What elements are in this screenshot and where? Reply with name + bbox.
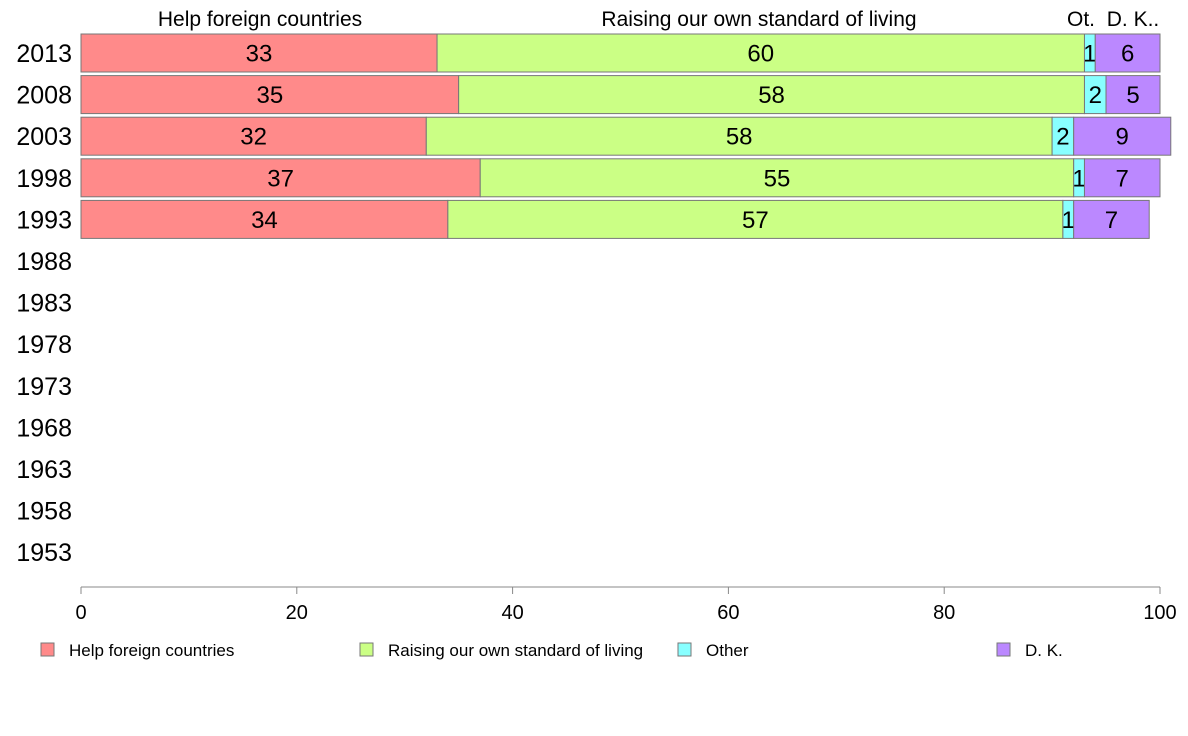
year-label-1983: 1983 — [16, 290, 72, 318]
legend-swatch-other — [677, 642, 692, 657]
bar-value-label: 58 — [726, 124, 753, 151]
bars-area: 33 60 1 635 58 2 532 58 2 937 55 1 734 57 1 7 — [80, 33, 1172, 239]
year-label-2008: 2008 — [16, 82, 72, 110]
bar-1998-help-foreign-countries — [80, 158, 481, 198]
header-dk: D. K.. — [1107, 8, 1160, 31]
year-label-1963: 1963 — [16, 456, 72, 484]
bar-value-label: 7 — [1116, 165, 1129, 192]
year-label-1973: 1973 — [16, 373, 72, 401]
year-label-1993: 1993 — [16, 206, 72, 234]
bar-value-label: 57 — [742, 207, 769, 234]
bar-value-label: 5 — [1126, 82, 1139, 109]
x-axis: 0 20 40 60 80 100 — [75, 586, 1177, 624]
bar-2003-d-k — [1073, 116, 1172, 156]
bar-2003-raising-our-own-standard-of-living — [425, 116, 1053, 156]
bar-value-label: 6 — [1121, 41, 1134, 68]
year-label-1978: 1978 — [16, 331, 72, 359]
bar-value-label: 34 — [251, 207, 278, 234]
bar-2013-help-foreign-countries — [80, 33, 438, 73]
bar-value-label: 35 — [256, 82, 283, 109]
legend-label-raising-our-own-standard-of-living: Raising our own standard of living — [388, 641, 643, 660]
legend-swatch-raising-our-own-standard-of-living — [359, 642, 374, 657]
bar-1998-raising-our-own-standard-of-living — [479, 158, 1075, 198]
legend-label-help-foreign-countries: Help foreign countries — [69, 641, 234, 660]
bar-value-label: 2 — [1056, 124, 1069, 151]
bar-value-label: 33 — [246, 41, 273, 68]
year-label-2003: 2003 — [16, 123, 72, 151]
year-label-1953: 1953 — [16, 539, 72, 567]
bar-value-label: 60 — [747, 41, 774, 68]
bar-2013-d-k — [1094, 33, 1161, 73]
header-other: Ot. — [1067, 8, 1095, 31]
bar-1993-raising-our-own-standard-of-living — [447, 199, 1064, 239]
bar-value-label: 58 — [758, 82, 785, 109]
x-tick-label: 60 — [717, 602, 739, 624]
legend: Help foreign countries Raising our own st… — [40, 641, 1063, 660]
bar-value-label: 1 — [1072, 165, 1085, 192]
year-labels: 2013 2008 2003 1998 1993 1988 1983 1978 1973 1968… — [16, 40, 72, 567]
bar-value-label: 1 — [1083, 41, 1096, 68]
header-help-foreign: Help foreign countries — [158, 8, 362, 31]
year-label-2013: 2013 — [16, 40, 72, 68]
bar-1993-d-k — [1073, 199, 1150, 239]
year-label-1998: 1998 — [16, 165, 72, 193]
bar-2008-raising-our-own-standard-of-living — [458, 75, 1085, 115]
bar-value-label: 2 — [1089, 82, 1102, 109]
x-tick-label: 80 — [933, 602, 955, 624]
x-tick-label: 0 — [75, 602, 86, 624]
bar-value-label: 32 — [240, 124, 267, 151]
x-tick-label: 40 — [501, 602, 523, 624]
bar-2008-d-k — [1105, 75, 1161, 115]
bar-value-label: 1 — [1062, 207, 1075, 234]
bar-value-label: 37 — [267, 165, 294, 192]
x-tick-label: 100 — [1143, 602, 1176, 624]
bar-value-label: 9 — [1116, 124, 1129, 151]
year-label-1988: 1988 — [16, 248, 72, 276]
column-headers: Help foreign countries Raising our own s… — [158, 8, 1159, 31]
legend-swatch-d-k — [996, 642, 1011, 657]
x-tick-label: 20 — [286, 602, 308, 624]
legend-label-d-k: D. K. — [1025, 641, 1063, 660]
bar-value-label: 7 — [1105, 207, 1118, 234]
legend-swatch-help-foreign-countries — [40, 642, 55, 657]
bar-1998-d-k — [1083, 158, 1161, 198]
bar-2013-raising-our-own-standard-of-living — [436, 33, 1085, 73]
legend-label-other: Other — [706, 641, 749, 660]
bar-2003-help-foreign-countries — [80, 116, 427, 156]
year-label-1968: 1968 — [16, 414, 72, 442]
bar-value-label: 55 — [764, 165, 791, 192]
header-raising-standard: Raising our own standard of living — [601, 8, 916, 31]
year-label-1958: 1958 — [16, 498, 72, 526]
